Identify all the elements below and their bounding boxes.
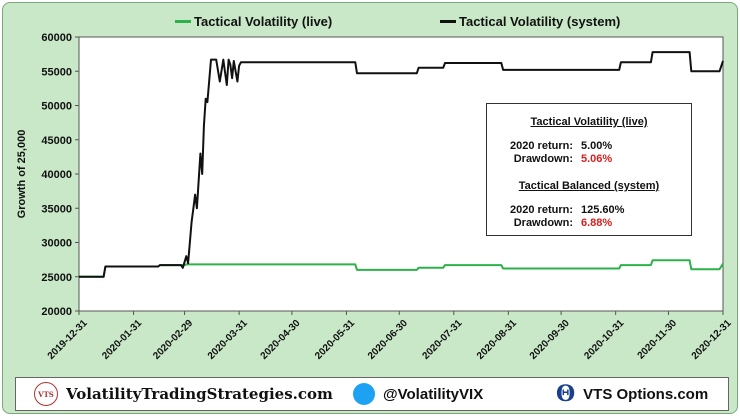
y-tick-label: 25000	[41, 272, 72, 284]
legend-item-system: Tactical Volatility (system)	[440, 14, 620, 29]
vts-logo-icon: VTS	[34, 382, 58, 406]
theta-icon: Θ	[556, 381, 576, 407]
x-tick-label: 2020-07-31	[420, 318, 464, 362]
y-tick-label: 20000	[41, 306, 72, 318]
footer-bar: VTS VolatilityTradingStrategies.com @Vol…	[15, 377, 729, 411]
twitter-bird-icon	[353, 383, 375, 405]
y-tick-label: 35000	[41, 203, 72, 215]
stats-live-return-value: 5.00%	[581, 140, 613, 152]
legend-swatch-system	[440, 20, 456, 23]
stats-balanced-drawdown-label: Drawdown:	[513, 217, 573, 229]
y-tick-label: 40000	[41, 169, 72, 181]
footer-site-text: VolatilityTradingStrategies.com	[66, 385, 333, 403]
stats-live-drawdown-label: Drawdown:	[513, 153, 573, 165]
footer-options-link[interactable]: Θ VTS Options.com	[556, 378, 708, 410]
y-tick-label: 50000	[41, 101, 72, 113]
x-tick-label: 2020-06-30	[366, 318, 410, 362]
y-tick-label: 55000	[41, 66, 72, 78]
legend-swatch-live	[175, 20, 191, 23]
x-tick-label: 2020-03-31	[206, 318, 250, 362]
stats-balanced-return-label: 2020 return:	[510, 204, 573, 216]
x-tick-label: 2020-08-31	[475, 318, 519, 362]
x-tick-label: 2020-11-30	[636, 318, 680, 362]
stats-box: Tactical Volatility (live) 2020 return: …	[486, 103, 692, 236]
x-tick-label: 2020-01-31	[100, 318, 144, 362]
legend-item-live: Tactical Volatility (live)	[175, 14, 332, 29]
legend-label-system: Tactical Volatility (system)	[459, 14, 621, 29]
legend-label-live: Tactical Volatility (live)	[194, 14, 333, 29]
footer-options-text: VTS Options.com	[583, 385, 709, 403]
stats-balanced-return-value: 125.60%	[581, 204, 625, 216]
footer-twitter-text: @VolatilityVIX	[383, 385, 484, 403]
stats-balanced-header: Tactical Balanced (system)	[518, 180, 660, 192]
stats-live-header: Tactical Volatility (live)	[530, 116, 648, 128]
footer-twitter-link[interactable]: @VolatilityVIX	[353, 378, 483, 410]
footer-site-link[interactable]: VTS VolatilityTradingStrategies.com	[34, 378, 333, 410]
x-tick-label: 2020-05-31	[313, 318, 357, 362]
y-tick-label: 30000	[41, 238, 72, 250]
x-tick-label: 2019-12-31	[46, 318, 90, 362]
series-line-system	[79, 51, 724, 278]
x-tick-label: 2020-02-29	[151, 318, 195, 362]
stats-live-return-label: 2020 return:	[510, 140, 573, 152]
x-tick-label: 2020-09-30	[528, 318, 572, 362]
stats-balanced-drawdown-value: 6.88%	[581, 217, 613, 229]
y-tick-label: 45000	[41, 135, 72, 147]
stats-live-drawdown-value: 5.06%	[581, 153, 613, 165]
x-tick-label: 2020-10-31	[582, 318, 626, 362]
x-tick-label: 2020-12-31	[690, 318, 734, 362]
x-tick-label: 2020-04-30	[259, 318, 303, 362]
y-tick-label: 60000	[41, 32, 72, 44]
